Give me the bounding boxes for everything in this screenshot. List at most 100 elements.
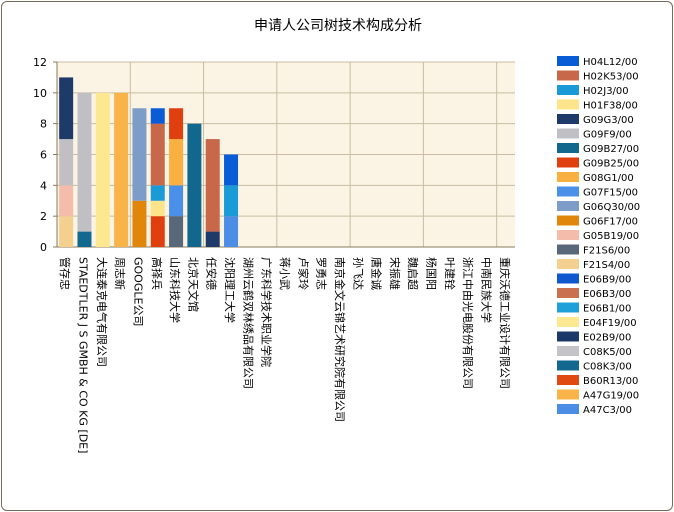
x-tick-label: 高择兵 <box>150 257 164 290</box>
legend-label: G08G1/00 <box>583 173 634 184</box>
legend-swatch <box>557 244 579 255</box>
bar-segment <box>114 92 129 247</box>
bar-segment <box>59 216 74 247</box>
x-tick-label: 大连泰克电气有限公司 <box>95 257 109 367</box>
x-tick-label: 宋振雄 <box>388 257 402 290</box>
y-tick-label: 6 <box>40 149 47 162</box>
legend-swatch <box>557 215 579 226</box>
bar-segment <box>169 139 184 186</box>
legend: H04L12/00 H02K53/00 H02J3/00 H01F38/00 G09G3… <box>557 56 640 416</box>
legend-swatch <box>557 128 579 139</box>
legend-label: F21S6/00 <box>583 246 630 257</box>
legend-swatch <box>557 186 579 197</box>
legend-swatch <box>557 99 579 110</box>
chart-title: 申请人公司树技术构成分析 <box>254 18 422 34</box>
legend-label: G09G3/00 <box>583 115 634 126</box>
legend-swatch <box>557 360 579 371</box>
legend-swatch <box>557 230 579 240</box>
bar-segment <box>59 139 74 186</box>
legend-label: E06B1/00 <box>583 304 631 315</box>
legend-label: A47G19/00 <box>583 391 639 402</box>
x-tick-label: 孙飞达 <box>351 257 364 290</box>
bar-segment <box>77 231 92 247</box>
bar-segment <box>224 185 239 217</box>
legend-swatch <box>557 56 579 66</box>
bar-segment <box>132 200 147 247</box>
x-tick-label: 任安德 <box>205 257 219 290</box>
x-tick-label: 北京天文馆 <box>186 257 200 312</box>
bar-segment <box>224 154 239 186</box>
legend-swatch <box>557 288 579 298</box>
y-tick-label: 12 <box>33 56 47 69</box>
legend-label: G09B27/00 <box>583 144 639 155</box>
legend-swatch <box>557 346 579 356</box>
x-tick-label: 魏启超 <box>406 257 420 290</box>
legend-label: H01F38/00 <box>583 101 638 112</box>
legend-label: E02B9/00 <box>583 333 631 344</box>
bar-segment <box>169 108 184 140</box>
y-tick-label: 2 <box>40 210 47 223</box>
legend-label: G06F17/00 <box>583 217 638 228</box>
legend-swatch <box>557 143 579 153</box>
x-tick-label: 沈阳理工大学 <box>223 257 237 323</box>
x-tick-label: 山东科技大学 <box>168 257 182 323</box>
legend-label: G09F9/00 <box>583 130 632 141</box>
legend-swatch <box>557 375 579 385</box>
legend-swatch <box>557 201 579 211</box>
legend-swatch <box>557 317 579 327</box>
y-tick-label: 10 <box>33 87 47 100</box>
x-tick-label: 罗勇志 <box>315 257 328 290</box>
legend-swatch <box>557 172 579 182</box>
x-tick-label: 杨国阳 <box>425 257 439 290</box>
bar-segment <box>150 108 165 124</box>
legend-label: E06B9/00 <box>583 275 631 286</box>
legend-label: E06B3/00 <box>583 289 631 300</box>
bar-segment <box>224 216 239 247</box>
legend-swatch <box>557 157 579 168</box>
legend-swatch <box>557 302 579 313</box>
legend-swatch <box>557 70 579 81</box>
legend-label: G05B19/00 <box>583 231 639 242</box>
bar-segment <box>95 92 110 247</box>
bar-segment <box>169 216 184 247</box>
x-tick-label: 周志新 <box>113 257 127 290</box>
bar-segment <box>77 92 92 232</box>
legend-swatch <box>557 259 579 269</box>
legend-label: B60R13/00 <box>583 376 638 387</box>
bar-segment <box>205 139 220 232</box>
x-tick-label: STAEDTLER J S GMBH & CO KG [DE] <box>76 257 89 453</box>
x-tick-label: 浙江中由光电股份有限公司 <box>461 257 475 389</box>
x-tick-label: 南京金文云锦艺术研究院有限公司 <box>333 257 347 422</box>
bar-segment <box>150 185 165 201</box>
bar-segment <box>169 185 184 217</box>
y-tick-label: 0 <box>40 241 47 254</box>
legend-swatch <box>557 331 579 342</box>
bar-segment <box>150 216 165 247</box>
legend-label: C08K5/00 <box>583 347 632 358</box>
bar-segment <box>205 231 220 247</box>
legend-swatch <box>557 114 579 124</box>
bar-segment <box>150 123 165 186</box>
legend-label: H02K53/00 <box>583 72 639 83</box>
x-tick-label: 蒋小武 <box>278 257 291 290</box>
legend-label: G07F15/00 <box>583 188 638 199</box>
legend-swatch <box>557 85 579 95</box>
legend-swatch <box>557 389 579 400</box>
legend-swatch <box>557 404 579 414</box>
y-tick-label: 8 <box>40 118 47 131</box>
legend-label: G09B25/00 <box>583 159 639 170</box>
bar-segment <box>132 108 147 201</box>
legend-label: A47C3/00 <box>583 405 632 416</box>
legend-label: C08K3/00 <box>583 362 632 373</box>
bar-segment <box>187 123 202 247</box>
x-tick-label: GOOGLE公司 <box>131 257 144 326</box>
x-tick-label: 管存忠 <box>58 257 72 290</box>
plot-area: 0 2 4 6 8 10 12 管存忠 STAEDTLER J S GMBH & CO KG [… <box>33 56 515 453</box>
legend-label: H02J3/00 <box>583 86 629 97</box>
y-tick-label: 4 <box>40 179 47 192</box>
legend-swatch <box>557 273 579 284</box>
x-tick-label: 叶建铨 <box>443 257 457 290</box>
legend-label: H04L12/00 <box>583 57 638 68</box>
